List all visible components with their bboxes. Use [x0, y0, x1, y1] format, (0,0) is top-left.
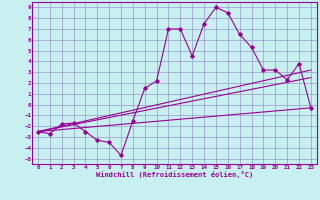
X-axis label: Windchill (Refroidissement éolien,°C): Windchill (Refroidissement éolien,°C): [96, 171, 253, 178]
